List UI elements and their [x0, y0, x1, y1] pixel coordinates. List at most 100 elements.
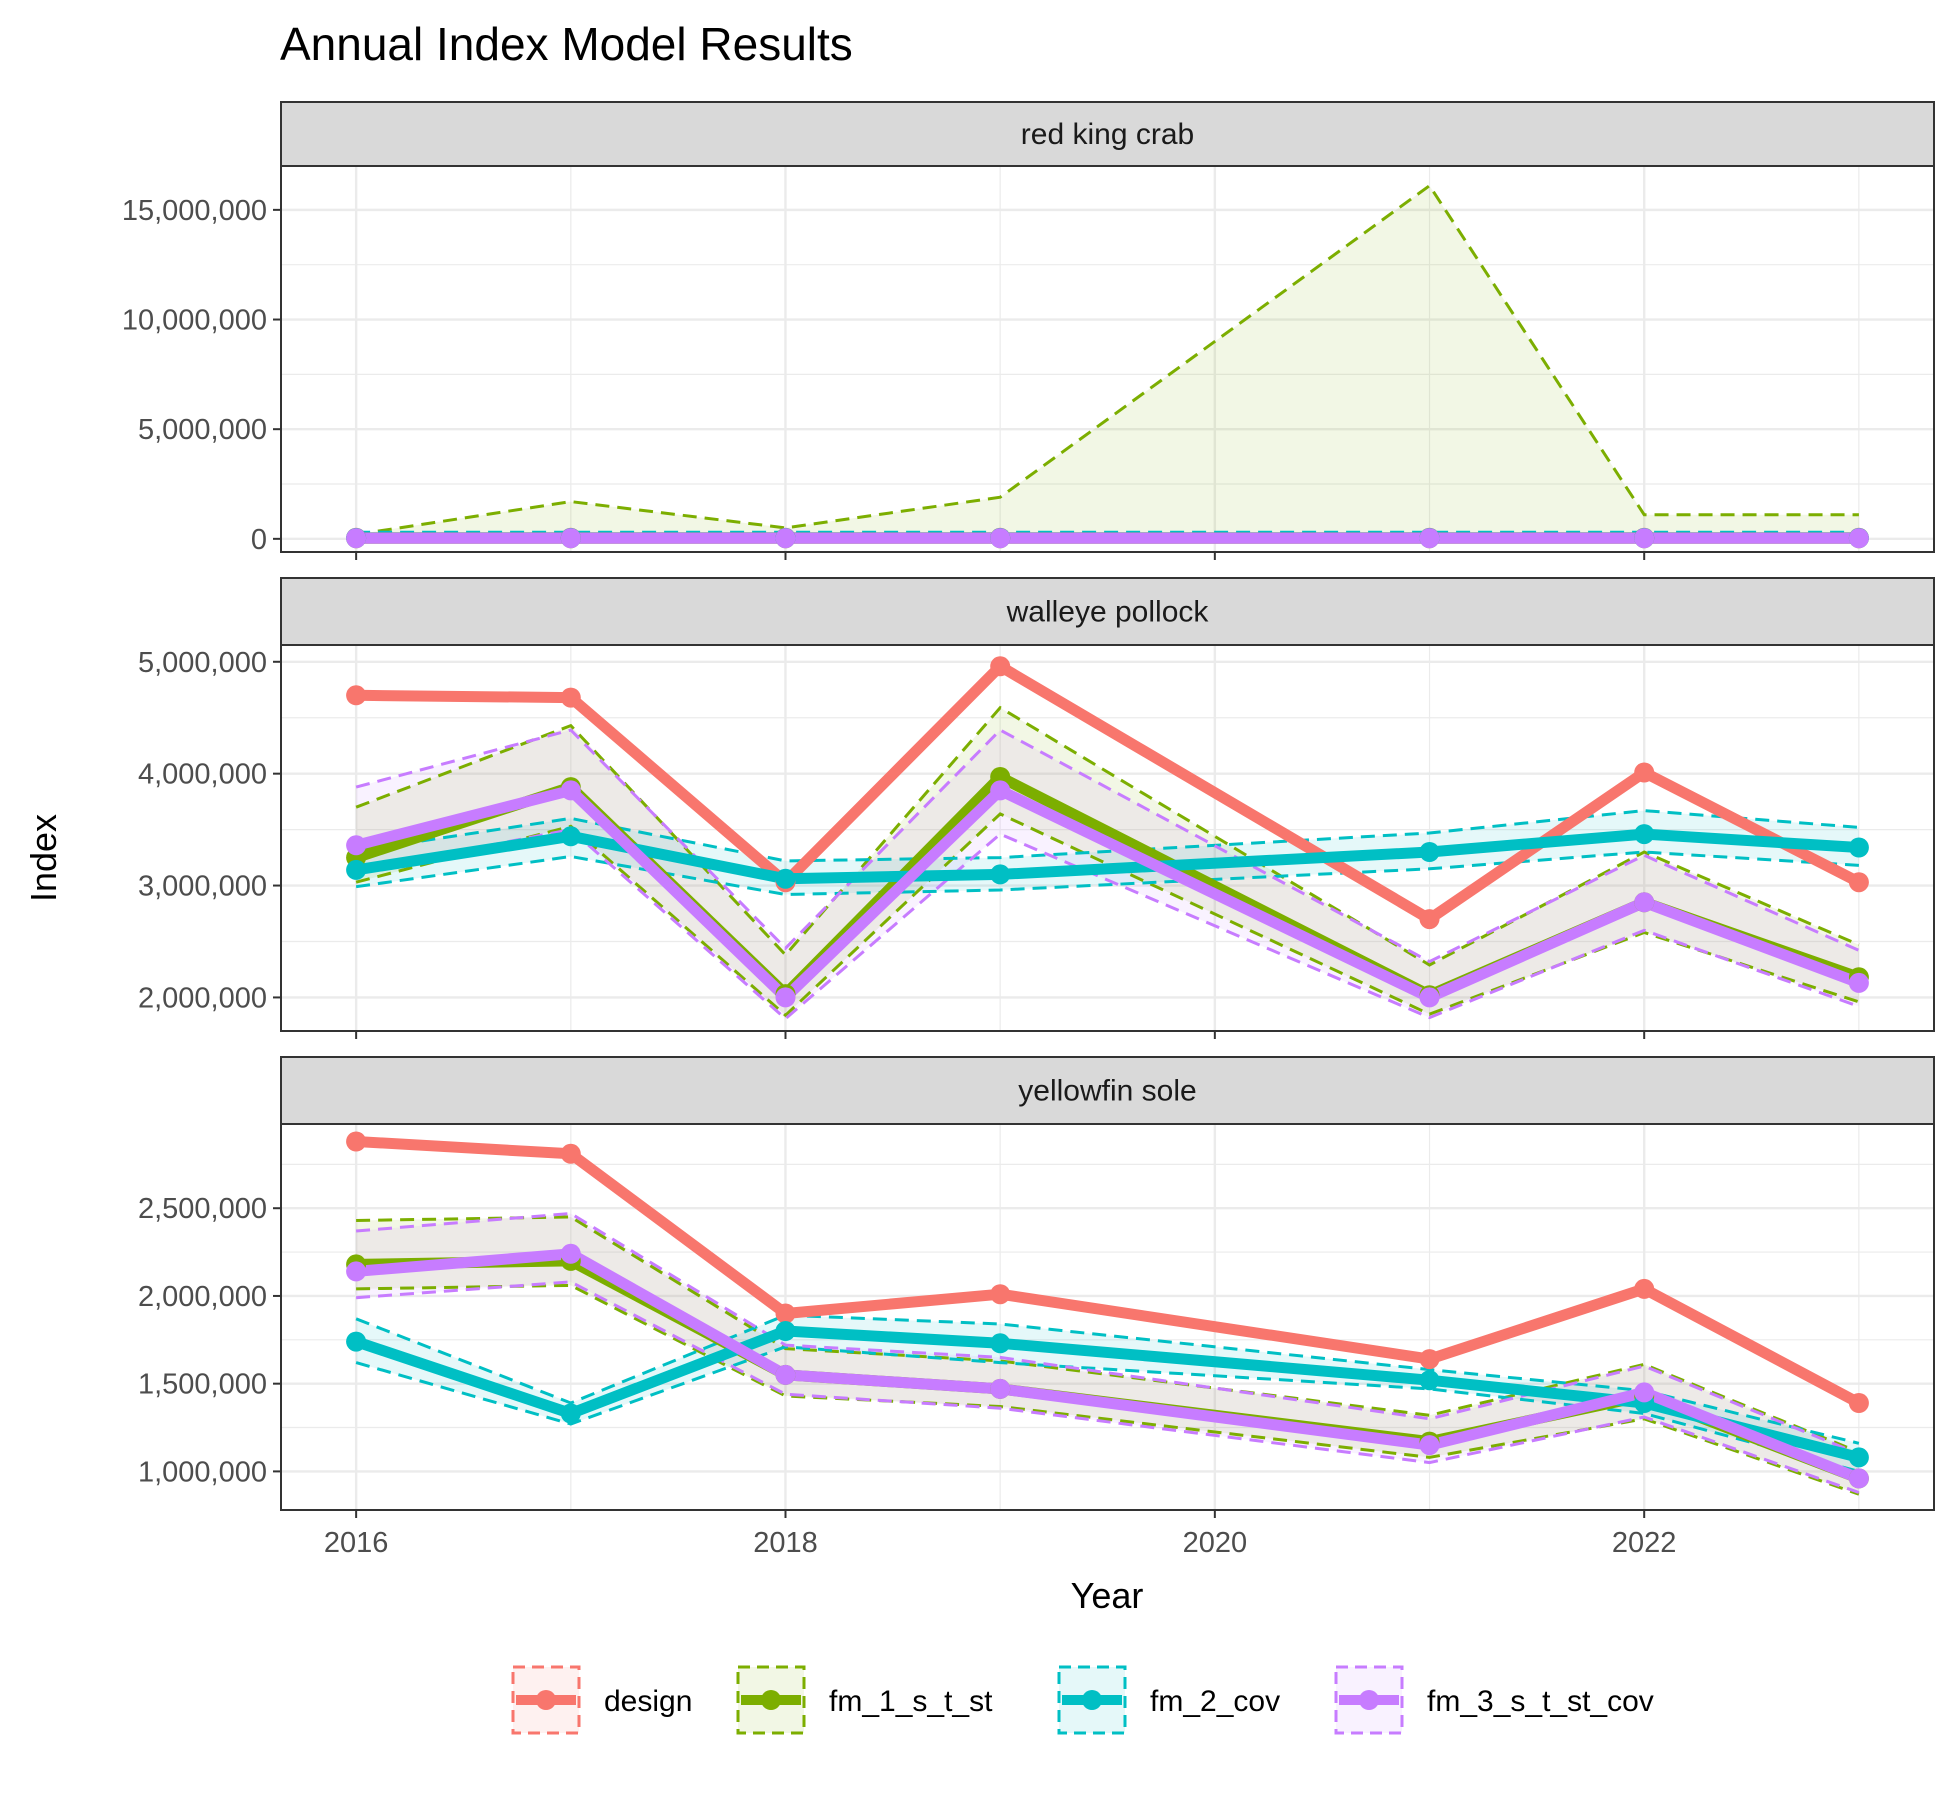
legend-key-point — [1359, 1690, 1379, 1710]
ci-upper-fm_1_s_t_st — [355, 705, 1860, 967]
facet-panels: red king crab 0 5,000,000 10,000,000 15,000,… — [122, 101, 1935, 1559]
data-point-design-2019 — [990, 656, 1011, 677]
data-point-design-2022 — [1634, 1278, 1655, 1299]
data-point-design-2017 — [560, 1143, 581, 1164]
panel-2: yellowfin sole 1,000,000 1,500,000 2,000,00… — [138, 1056, 1935, 1559]
y-tick-label: 2,000,000 — [138, 1281, 267, 1313]
legend: design fm_1_s_t_st fm_2_cov fm_3_s_t_st_cov — [511, 1665, 1654, 1735]
data-point-fm_2_cov-2021 — [1419, 842, 1440, 862]
data-point-fm_3_s_t_st_cov-2017 — [560, 780, 581, 801]
data-point-fm_3_s_t_st_cov-2018 — [775, 528, 796, 549]
y-tick-label: 0 — [251, 524, 267, 556]
gridlines — [281, 1124, 1934, 1510]
data-point-fm_3_s_t_st_cov-2018 — [775, 1364, 796, 1385]
data-point-fm_2_cov-2016 — [346, 1331, 367, 1352]
data-point-fm_3_s_t_st_cov-2023 — [1848, 972, 1869, 993]
facet-strip — [280, 577, 1935, 646]
data-point-fm_2_cov-2018 — [775, 868, 796, 889]
ci-upper-fm_3_s_t_st_cov — [355, 728, 1860, 964]
legend-key-design — [511, 1665, 581, 1735]
panel-0: red king crab 0 5,000,000 10,000,000 15,000,… — [122, 101, 1935, 560]
data-point-fm_2_cov-2021 — [1419, 1370, 1440, 1391]
ci-lower-fm_2_cov — [355, 850, 1859, 897]
panel-border — [280, 644, 1935, 1032]
x-tick-label: 2022 — [1612, 1527, 1677, 1559]
ci-lower-fm_1_s_t_st — [356, 1283, 1860, 1496]
legend-key-fm_3_s_t_st_cov — [1334, 1665, 1404, 1735]
ci-upper-fm_1_s_t_st — [355, 183, 1859, 536]
ci-upper-fm_3_s_t_st_cov — [355, 1211, 1860, 1456]
data-point-fm_3_s_t_st_cov-2023 — [1848, 528, 1869, 549]
data-point-fm_2_cov-2023 — [1848, 837, 1869, 858]
data-point-fm_3_s_t_st_cov-2023 — [1848, 1468, 1869, 1489]
legend-key-fm_1_s_t_st — [736, 1665, 806, 1735]
data-point-fm_2_cov-2016 — [346, 859, 367, 880]
data-point-fm_3_s_t_st_cov-2021 — [1419, 987, 1440, 1008]
y-tick-label: 1,000,000 — [138, 1456, 267, 1488]
facet-strip-label: red king crab — [1021, 118, 1194, 151]
data-point-design-2019 — [990, 1284, 1011, 1305]
y-axis: 1,000,000 1,500,000 2,000,000 2,500,000 — [138, 1193, 281, 1488]
facet-strip-label: yellowfin sole — [1018, 1075, 1196, 1108]
data-point-fm_3_s_t_st_cov-2016 — [346, 835, 367, 856]
facet-strip-label: walleye pollock — [1006, 596, 1210, 629]
data-point-design-2022 — [1634, 762, 1655, 783]
legend-label-design: design — [604, 1685, 692, 1718]
data-point-fm_2_cov-2018 — [775, 1321, 796, 1341]
data-point-fm_3_s_t_st_cov-2019 — [990, 1378, 1011, 1399]
ci-ribbon-fm_3_s_t_st_cov — [356, 1213, 1859, 1493]
legend-label-fm_2_cov: fm_2_cov — [1150, 1685, 1280, 1718]
legend-key-point — [761, 1690, 781, 1710]
data-point-design-2018 — [775, 1303, 796, 1324]
data-point-fm_3_s_t_st_cov-2017 — [560, 528, 581, 549]
data-point-fm_3_s_t_st_cov-2022 — [1634, 1382, 1655, 1403]
data-point-fm_2_cov-2017 — [560, 1403, 581, 1424]
data-point-fm_3_s_t_st_cov-2018 — [775, 987, 796, 1008]
x-axis — [355, 552, 1646, 560]
legend-key-point — [536, 1690, 556, 1710]
panel-border — [280, 1123, 1935, 1511]
ci-lower-fm_3_s_t_st_cov — [355, 1280, 1860, 1494]
series-points — [346, 656, 1869, 1008]
series-points — [346, 1131, 1869, 1489]
y-tick-label: 5,000,000 — [138, 414, 267, 446]
x-axis — [355, 1031, 1646, 1039]
panel-background — [281, 166, 1934, 552]
data-point-fm_3_s_t_st_cov-2019 — [990, 528, 1011, 549]
data-point-design-2023 — [1848, 1393, 1869, 1413]
data-point-fm_2_cov-2017 — [560, 826, 581, 847]
data-point-fm_2_cov-2019 — [990, 864, 1011, 885]
ci-upper-fm_2_cov — [355, 809, 1860, 863]
y-axis: 0 5,000,000 10,000,000 15,000,000 — [122, 195, 281, 556]
y-tick-label: 2,000,000 — [138, 982, 267, 1014]
y-tick-label: 5,000,000 — [138, 647, 267, 679]
data-point-fm_3_s_t_st_cov-2016 — [346, 528, 367, 549]
panel-background — [281, 1124, 1934, 1510]
data-point-design-2016 — [346, 685, 367, 706]
facet-strip — [280, 1056, 1935, 1125]
y-tick-label: 1,500,000 — [138, 1369, 267, 1401]
data-point-fm_3_s_t_st_cov-2021 — [1419, 1435, 1440, 1456]
panel-1: walleye pollock 2,000,000 3,000,000 4,000,0… — [138, 577, 1935, 1039]
y-axis-title: Index — [23, 814, 64, 902]
y-axis: 2,000,000 3,000,000 4,000,000 5,000,000 — [138, 647, 281, 1014]
x-tick-label: 2018 — [753, 1527, 818, 1559]
legend-key-point — [1082, 1690, 1102, 1710]
data-point-fm_2_cov-2019 — [990, 1333, 1011, 1354]
legend-label-fm_1_s_t_st: fm_1_s_t_st — [829, 1685, 993, 1718]
y-tick-label: 10,000,000 — [122, 305, 267, 337]
chart-title: Annual Index Model Results — [280, 18, 853, 70]
data-point-fm_3_s_t_st_cov-2022 — [1634, 892, 1655, 913]
legend-label-fm_3_s_t_st_cov: fm_3_s_t_st_cov — [1427, 1685, 1654, 1718]
x-axis-title: Year — [1071, 1575, 1144, 1616]
series-lines — [356, 532, 1859, 544]
ci-lower-fm_2_cov — [355, 1345, 1860, 1473]
y-tick-label: 3,000,000 — [138, 871, 267, 903]
data-point-design-2016 — [346, 1131, 367, 1152]
x-axis: 2016 2018 2020 2022 — [324, 1510, 1677, 1559]
legend-key-fm_2_cov — [1057, 1665, 1127, 1735]
data-point-design-2021 — [1419, 909, 1440, 930]
x-tick-label: 2020 — [1183, 1527, 1248, 1559]
gridlines — [281, 166, 1934, 552]
